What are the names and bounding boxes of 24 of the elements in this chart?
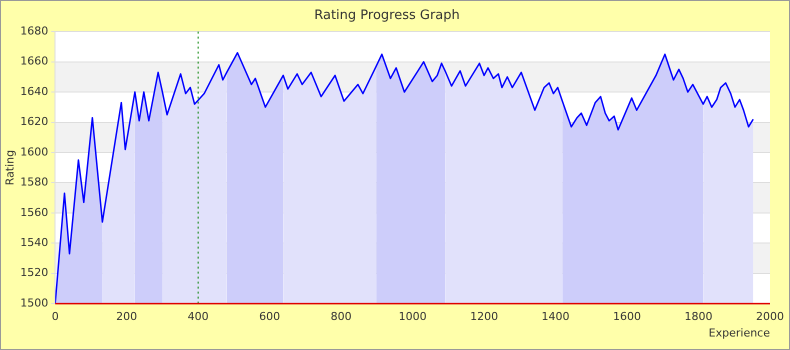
x-tick-label: 400 bbox=[188, 310, 209, 324]
y-tick-label: 1540 bbox=[20, 236, 48, 250]
x-tick-label: 0 bbox=[52, 310, 59, 324]
y-tick-label: 1680 bbox=[20, 24, 48, 38]
x-tick-label: 1200 bbox=[470, 310, 498, 324]
y-tick-label: 1560 bbox=[20, 206, 48, 219]
x-tick-label: 1000 bbox=[398, 310, 427, 324]
x-tick-label: 1600 bbox=[613, 310, 642, 324]
y-tick-label: 1520 bbox=[20, 266, 48, 280]
y-tick-label: 1640 bbox=[20, 84, 48, 98]
x-axis-title: Experience bbox=[708, 326, 770, 340]
x-tick-label: 2000 bbox=[756, 310, 784, 324]
y-tick-label: 1660 bbox=[20, 54, 48, 68]
x-tick-label: 600 bbox=[259, 310, 280, 324]
y-tick-label: 1620 bbox=[20, 115, 48, 128]
y-tick-label: 1580 bbox=[20, 176, 48, 189]
y-tick-label: 1500 bbox=[20, 296, 48, 310]
x-tick-label: 800 bbox=[330, 310, 352, 324]
x-tick-label: 1800 bbox=[684, 310, 713, 324]
x-tick-label: 200 bbox=[116, 310, 138, 324]
x-tick-label: 1400 bbox=[542, 310, 570, 324]
y-tick-label: 1600 bbox=[20, 145, 48, 158]
chart-title: Rating Progress Graph bbox=[314, 8, 460, 24]
y-axis-title: Rating bbox=[3, 150, 16, 186]
